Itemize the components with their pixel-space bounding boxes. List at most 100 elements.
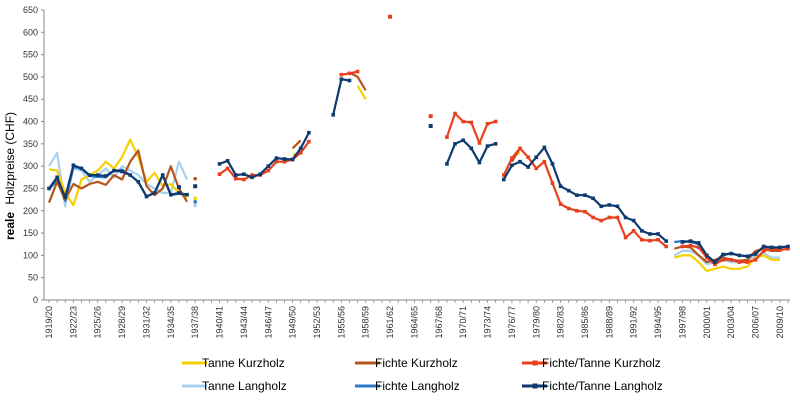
data-point (47, 186, 51, 191)
data-point (510, 156, 514, 160)
y-tick-label: 350 (23, 139, 38, 149)
y-tick-label: 250 (23, 183, 38, 193)
data-point (769, 245, 774, 250)
x-tick-label: 1964/65 (409, 306, 419, 339)
data-point (656, 237, 660, 242)
data-point (615, 204, 620, 209)
legend-label: Fichte Kurzholz (375, 356, 458, 370)
data-point (485, 121, 490, 126)
data-point (786, 246, 790, 251)
data-point (680, 240, 685, 244)
series-layer (47, 14, 790, 273)
x-tick-label: 1988/89 (604, 306, 614, 339)
x-tick-label: 1973/74 (483, 306, 493, 339)
data-point (713, 262, 717, 267)
data-point (721, 252, 725, 257)
data-point (542, 145, 547, 150)
y-tick-label: 550 (23, 50, 38, 60)
series-line (219, 132, 310, 179)
data-point (250, 175, 254, 180)
x-tick-label: 1931/32 (141, 306, 151, 339)
data-point (445, 162, 449, 166)
data-point (575, 208, 579, 213)
data-point (485, 144, 490, 148)
series-line (674, 254, 780, 273)
data-point (290, 157, 295, 162)
x-tick-label: 1922/23 (68, 306, 78, 339)
legend-label: Tanne Kurzholz (202, 356, 285, 370)
data-point (631, 229, 636, 233)
data-point (664, 239, 668, 243)
y-tick-label: 200 (23, 206, 38, 216)
data-point (566, 206, 571, 211)
legend-marker (532, 360, 538, 366)
series-line (48, 164, 188, 199)
y-tick-label: 150 (23, 228, 38, 238)
data-point (477, 160, 482, 165)
legend-label: Fichte/Tanne Langholz (542, 379, 663, 393)
data-point (307, 139, 311, 144)
data-point (526, 155, 530, 160)
series-line (445, 112, 496, 145)
data-point (526, 165, 530, 169)
data-point (664, 244, 668, 249)
legend-item: Tanne Langholz (182, 379, 287, 393)
data-point (575, 193, 579, 197)
data-point (542, 159, 547, 164)
x-tick-label: 1949/50 (288, 306, 298, 339)
data-point (493, 142, 498, 146)
data-point (274, 156, 279, 160)
data-point (680, 244, 685, 249)
data-point (152, 191, 157, 195)
data-point (144, 194, 149, 199)
data-point (428, 124, 433, 128)
x-tick-label: 1994/95 (653, 306, 663, 339)
series-line (356, 85, 367, 100)
data-point (388, 14, 393, 19)
data-point (282, 159, 287, 164)
data-point (469, 146, 474, 151)
data-point (737, 260, 742, 264)
y-tick-label: 450 (23, 94, 38, 104)
data-point (453, 111, 457, 116)
data-point (331, 113, 336, 117)
data-point (510, 163, 514, 168)
data-point (193, 176, 197, 181)
data-point (185, 192, 189, 197)
y-tick-label: 650 (23, 5, 38, 15)
data-point (623, 235, 628, 240)
data-point (136, 179, 141, 184)
data-point (745, 254, 750, 259)
x-tick-label: 1943/44 (239, 306, 249, 339)
data-point (298, 146, 303, 151)
data-point (583, 209, 587, 214)
data-point (217, 162, 222, 166)
data-point (79, 166, 84, 171)
data-point (461, 119, 465, 124)
x-tick-label: 1976/77 (507, 306, 517, 339)
data-point (786, 244, 790, 249)
x-tick-label: 1940/41 (215, 306, 225, 339)
data-point (355, 69, 360, 74)
data-point (225, 166, 230, 171)
data-point (583, 193, 587, 197)
data-point (501, 173, 506, 177)
data-point (704, 255, 709, 260)
data-point (591, 215, 595, 220)
data-point (518, 159, 522, 164)
data-point (242, 172, 246, 176)
data-point (225, 159, 230, 163)
y-tick-label: 500 (23, 72, 38, 82)
data-point (193, 196, 197, 201)
data-point (558, 202, 563, 206)
data-point (461, 138, 465, 143)
y-axis-label-text: Holzpreise (CHF) (3, 112, 17, 205)
data-point (339, 77, 344, 81)
x-tick-label: 1925/26 (93, 306, 103, 339)
data-point (233, 173, 238, 177)
x-tick-label: 1955/56 (336, 306, 346, 339)
data-point (428, 114, 433, 119)
data-point (566, 188, 571, 193)
data-point (599, 204, 604, 209)
data-point (347, 78, 352, 83)
